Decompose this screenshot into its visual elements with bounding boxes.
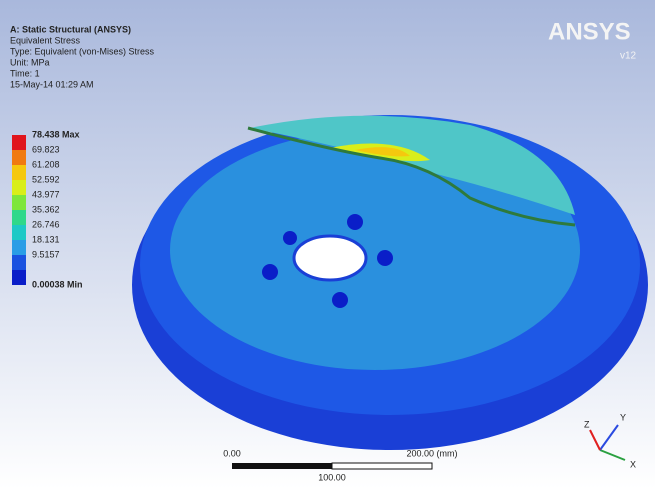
legend-label: 78.438 Max	[32, 129, 80, 139]
legend-label: 9.5157	[32, 249, 60, 259]
legend-swatch	[12, 180, 26, 195]
legend-swatch	[12, 195, 26, 210]
legend-swatch	[12, 165, 26, 180]
legend-label: 26.746	[32, 219, 60, 229]
triad-y: Y	[620, 412, 626, 422]
legend-swatch	[12, 210, 26, 225]
model	[132, 115, 648, 450]
legend-swatch	[12, 150, 26, 165]
legend-swatch	[12, 255, 26, 270]
legend-swatch	[12, 135, 26, 150]
scale-start: 0.00	[223, 448, 241, 458]
logo: ANSYS	[548, 18, 631, 45]
viewport: A: Static Structural (ANSYS)Equivalent S…	[0, 0, 655, 489]
header-line: Equivalent Stress	[10, 35, 81, 45]
legend-label: 35.362	[32, 204, 60, 214]
legend-label: 69.823	[32, 144, 60, 154]
header-line: Time: 1	[10, 68, 40, 78]
legend-swatch	[12, 270, 26, 285]
page: A: Static Structural (ANSYS)Equivalent S…	[0, 0, 655, 494]
logo-version: v12	[620, 51, 637, 62]
legend-label: 0.00038 Min	[32, 279, 83, 289]
triad-z: Z	[584, 419, 590, 429]
legend-label: 18.131	[32, 234, 60, 244]
header-line: 15-May-14 01:29 AM	[10, 79, 94, 89]
scale-end: 200.00 (mm)	[406, 448, 457, 458]
header-line: Type: Equivalent (von-Mises) Stress	[10, 46, 155, 56]
legend-label: 52.592	[32, 174, 60, 184]
header-line: A: Static Structural (ANSYS)	[10, 24, 131, 34]
legend-swatch	[12, 225, 26, 240]
legend-label: 61.208	[32, 159, 60, 169]
legend-label: 43.977	[32, 189, 60, 199]
triad-x: X	[630, 459, 636, 469]
scale-middle: 100.00	[318, 472, 346, 482]
legend-swatch	[12, 240, 26, 255]
header-line: Unit: MPa	[10, 57, 50, 67]
